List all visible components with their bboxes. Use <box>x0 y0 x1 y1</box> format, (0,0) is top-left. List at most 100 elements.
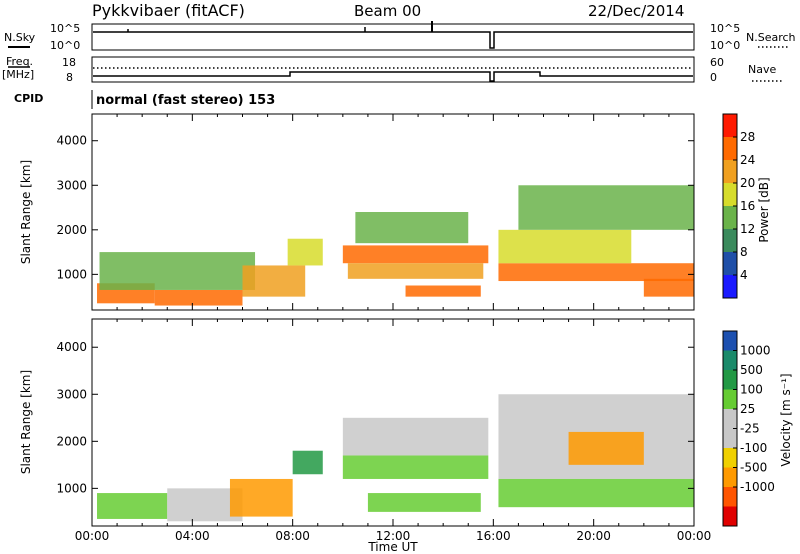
power-region-6 <box>347 263 484 279</box>
velocity-colorbar-swatch-9 <box>723 331 737 351</box>
velocity-y-label: Slant Range [km] <box>19 370 33 474</box>
power-region-11 <box>518 185 694 230</box>
power-region-5 <box>342 245 489 264</box>
freq-label: Freq. <box>6 55 33 68</box>
velocity-region-8 <box>498 478 694 508</box>
velocity-colorbar-swatch-8 <box>723 350 737 370</box>
power-x-axis <box>91 114 695 310</box>
power-colorbar-label-5: 24 <box>740 153 755 167</box>
power-colorbar-label-6: 28 <box>740 130 755 144</box>
nsky-strip: N.Sky 10^5 10^0 10^5 10^0 N.Search <box>4 21 796 52</box>
nsky-tick-top: 10^5 <box>50 22 80 35</box>
velocity-colorbar-swatch-7 <box>723 370 737 390</box>
nsky-trace <box>93 31 693 49</box>
power-colorbar-swatch-2 <box>723 229 737 252</box>
power-colorbar-swatch-6 <box>723 137 737 160</box>
power-region-2 <box>99 252 256 290</box>
nave-tick-bottom: 0 <box>710 71 717 84</box>
velocity-x-axis <box>91 319 695 526</box>
velocity-data-gap <box>493 320 499 525</box>
power-heatmap <box>97 115 694 309</box>
power-colorbar-swatch-1 <box>723 252 737 275</box>
freq-unit: [MHz] <box>2 68 34 81</box>
x-tick-label-0: 00:00 <box>75 529 110 543</box>
power-y-tick-label-3: 4000 <box>56 134 87 148</box>
velocity-colorbar-label: Velocity [m s⁻¹] <box>779 373 793 466</box>
x-tick-label-6: 00:00 <box>677 529 712 543</box>
nsearch-tick-bottom: 10^0 <box>710 39 740 52</box>
velocity-colorbar: 1000 500 100 25 -25 -100 -500 -1000 <box>722 330 775 527</box>
velocity-region-9 <box>568 431 644 465</box>
velocity-region-5 <box>342 417 489 456</box>
x-tick-label-1: 04:00 <box>175 529 210 543</box>
power-colorbar-swatch-0 <box>723 275 737 298</box>
cpid-label: CPID <box>14 92 43 105</box>
power-colorbar-swatch-4 <box>723 183 737 206</box>
velocity-y-tick-label-1: 2000 <box>56 434 87 448</box>
x-tick-label-5: 20:00 <box>576 529 611 543</box>
power-colorbar-label-1: 8 <box>740 245 748 259</box>
velocity-y-tick-label-2: 3000 <box>56 387 87 401</box>
power-data-gap <box>493 115 499 309</box>
velocity-y-axis: 1000 2000 3000 4000 <box>56 340 694 495</box>
nsky-tick-bottom: 10^0 <box>50 39 80 52</box>
velocity-y-tick-label-3: 4000 <box>56 340 87 354</box>
x-axis-label: Time UT <box>367 540 418 554</box>
velocity-region-3 <box>292 450 323 475</box>
velocity-colorbar-label-7: -1000 <box>740 480 775 494</box>
station-title: Pykkvibaer (fitACF) <box>92 1 245 20</box>
velocity-colorbar-label-5: -100 <box>740 441 767 455</box>
velocity-region-4 <box>342 455 489 479</box>
velocity-colorbar-label-4: -25 <box>740 422 760 436</box>
velocity-colorbar-swatch-6 <box>723 389 737 409</box>
power-region-9 <box>498 263 694 282</box>
velocity-colorbar-swatch-1 <box>723 487 737 507</box>
freq-trace <box>93 71 693 82</box>
power-y-axis: 1000 2000 3000 4000 <box>56 134 694 281</box>
velocity-colorbar-label-3: 25 <box>740 402 755 416</box>
velocity-y-tick-label-0: 1000 <box>56 481 87 495</box>
freq-tick-top: 18 <box>62 56 76 69</box>
nave-label: Nave <box>748 63 776 76</box>
power-colorbar-swatch-5 <box>723 160 737 183</box>
x-tick-label-4: 16:00 <box>476 529 511 543</box>
velocity-colorbar-label-1: 500 <box>740 363 763 377</box>
velocity-region-6 <box>367 493 481 512</box>
nave-tick-top: 60 <box>710 56 724 69</box>
freq-tick-bottom: 8 <box>66 71 73 84</box>
power-region-10 <box>498 229 632 264</box>
power-colorbar-swatch-7 <box>723 114 737 137</box>
power-colorbar: 4 8 12 16 20 24 28 <box>722 113 755 299</box>
nsearch-tick-top: 10^5 <box>710 22 740 35</box>
power-colorbar-label: Power [dB] <box>757 177 771 242</box>
velocity-colorbar-swatch-5 <box>723 409 737 429</box>
power-y-tick-label-1: 2000 <box>56 223 87 237</box>
velocity-colorbar-label-6: -500 <box>740 461 767 475</box>
date-title: 22/Dec/2014 <box>588 2 684 20</box>
velocity-heatmap <box>97 320 694 525</box>
power-region-12 <box>643 278 694 297</box>
velocity-colorbar-label-2: 100 <box>740 383 763 397</box>
power-panel: 1000 2000 3000 4000 Slant Range [km] <box>19 113 695 311</box>
power-region-4 <box>287 238 323 266</box>
cpid-value: normal (fast stereo) 153 <box>96 93 275 108</box>
velocity-panel: 1000 2000 3000 4000 Slant Range [km] <box>19 318 695 527</box>
freq-strip: Freq. [MHz] 18 8 60 0 Nave <box>2 55 784 84</box>
power-colorbar-label-3: 16 <box>740 199 755 213</box>
power-colorbar-label-4: 20 <box>740 176 755 190</box>
power-region-8 <box>405 285 481 297</box>
power-y-tick-label-0: 1000 <box>56 267 87 281</box>
velocity-colorbar-swatch-4 <box>723 428 737 448</box>
nsky-label: N.Sky <box>4 31 36 44</box>
velocity-colorbar-label-0: 1000 <box>740 344 771 358</box>
power-y-label: Slant Range [km] <box>19 160 33 264</box>
x-tick-label-3: 12:00 <box>376 529 411 543</box>
power-colorbar-label-0: 4 <box>740 268 748 282</box>
velocity-region-2 <box>229 478 293 517</box>
power-colorbar-label-2: 12 <box>740 222 755 236</box>
x-tick-labels: 00:00 04:00 08:00 12:00 16:00 20:00 00:00 <box>75 529 712 543</box>
power-y-tick-label-2: 3000 <box>56 178 87 192</box>
velocity-colorbar-swatch-3 <box>723 448 737 468</box>
velocity-region-0 <box>97 493 168 519</box>
